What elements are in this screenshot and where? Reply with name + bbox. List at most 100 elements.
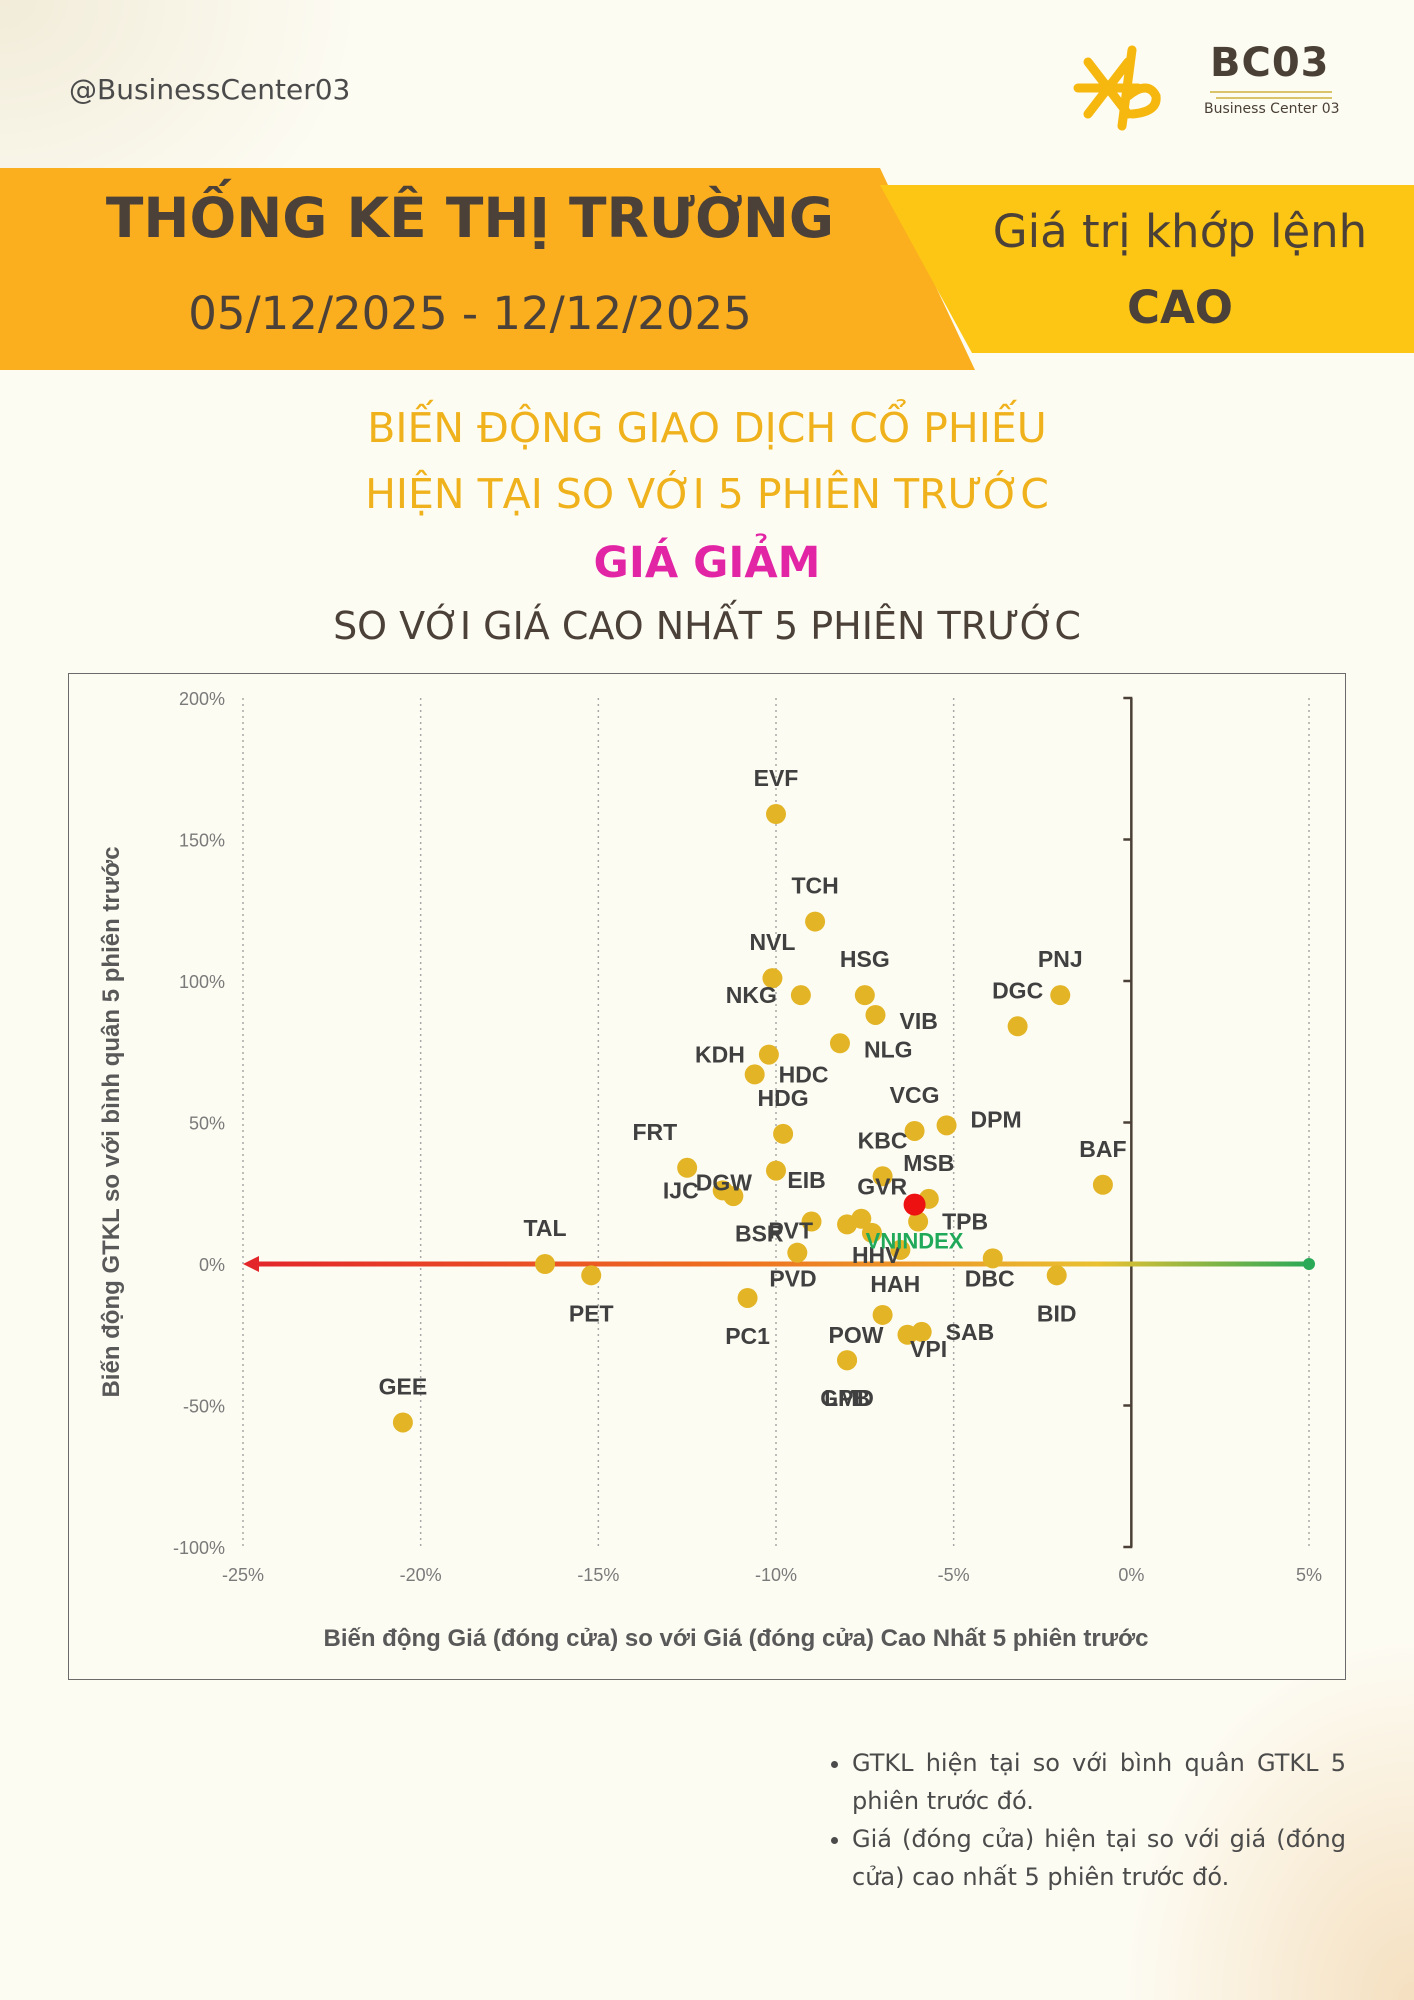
y-tick-label: -50%: [183, 1397, 225, 1417]
point-tch: [805, 911, 826, 932]
point-label-tch: TCH: [791, 873, 838, 899]
point-evf: [766, 804, 786, 825]
zero-arrow-line: [255, 1261, 1309, 1267]
point-label-dgc: DGC: [992, 977, 1043, 1003]
point-label-hah: HAH: [870, 1271, 920, 1297]
kb-star-icon: [1073, 45, 1161, 131]
point-lpb: [837, 1350, 858, 1371]
point-label-ijc: IJC: [663, 1177, 699, 1203]
x-tick-label: -15%: [577, 1565, 619, 1585]
subtitle-line-4: SO VỚI GIÁ CAO NHẤT 5 PHIÊN TRƯỚC: [333, 604, 1081, 648]
point-label-pnj: PNJ: [1038, 946, 1083, 972]
brand-title: BC03: [1210, 40, 1330, 86]
point-label-dbc: DBC: [965, 1265, 1015, 1291]
x-tick-label: 0%: [1118, 1565, 1144, 1585]
point-pnj: [1050, 985, 1071, 1006]
banner-left: [0, 168, 975, 370]
point-vpi: [872, 1304, 893, 1325]
point-vib: [865, 1004, 886, 1025]
y-tick-label: 0%: [199, 1255, 225, 1275]
point-tal: [535, 1254, 556, 1274]
subtitle-line-2: HIỆN TẠI SO VỚI 5 PHIÊN TRƯỚC: [365, 470, 1049, 518]
banner-title: THỐNG KÊ THỊ TRƯỜNG: [105, 186, 835, 250]
point-vcg: [904, 1120, 925, 1141]
point-label-frt: FRT: [632, 1119, 677, 1145]
point-label-sab: SAB: [946, 1319, 995, 1345]
point-nkg: [790, 985, 811, 1006]
note-item: Giá (đóng cửa) hiện tại so với giá (đóng…: [852, 1820, 1346, 1896]
point-label-evf: EVF: [754, 765, 799, 791]
y-tick-label: 100%: [179, 972, 225, 992]
point-label-hhv: HHV: [852, 1242, 901, 1268]
point-pvt: [837, 1214, 858, 1235]
subtitle-line-1: BIẾN ĐỘNG GIAO DỊCH CỔ PHIẾU: [367, 404, 1047, 452]
point-nvl: [762, 968, 783, 989]
point-sab: [911, 1321, 932, 1342]
x-tick-label: -5%: [938, 1565, 970, 1585]
x-tick-label: 5%: [1296, 1565, 1322, 1585]
point-tpb: [908, 1211, 929, 1232]
y-axis-label: Biến động GTKL so với bình quân 5 phiên …: [98, 846, 125, 1397]
point-label-hdc: HDC: [779, 1061, 829, 1087]
zero-arrow: [243, 1256, 1315, 1272]
x-tick-label: -20%: [400, 1565, 442, 1585]
point-nlg: [829, 1033, 850, 1054]
x-tick-label: -10%: [755, 1565, 797, 1585]
y-tick-label: -100%: [173, 1538, 225, 1558]
point-label-hdg: HDG: [758, 1085, 809, 1111]
brand-subtitle: Business Center 03: [1204, 101, 1340, 117]
point-pvd: [787, 1242, 808, 1263]
point-label-msb: MSB: [903, 1150, 954, 1176]
point-label-kbc: KBC: [858, 1127, 908, 1153]
notes-list: GTKL hiện tại so với bình quân GTKL 5 ph…: [822, 1744, 1346, 1896]
point-label-vpi: VPI: [910, 1336, 947, 1362]
banner-right: [880, 185, 1414, 353]
point-hdc: [744, 1064, 765, 1085]
point-hah: [890, 1239, 911, 1260]
y-tick-label: 50%: [189, 1114, 225, 1134]
point-label-bid: BID: [1037, 1300, 1077, 1326]
note-item: GTKL hiện tại so với bình quân GTKL 5 ph…: [852, 1744, 1346, 1820]
point-label-gmd: GMD: [820, 1385, 874, 1411]
point-label-nlg: NLG: [864, 1036, 913, 1062]
banner-dates: 05/12/2025 - 12/12/2025: [188, 287, 752, 340]
y-tick-label: 200%: [179, 689, 225, 709]
point-label-pet: PET: [569, 1300, 614, 1326]
scatter-chart: -25% -20% -15% -10% -5% 0% 5% 200% 150% 100% 50% 0%…: [98, 689, 1322, 1652]
point-pet: [581, 1265, 602, 1286]
point-vnindex: [903, 1193, 926, 1216]
point-label-vib: VIB: [899, 1008, 937, 1034]
y-tick-label: 150%: [179, 831, 225, 851]
point-label-bsr: BSR: [735, 1221, 784, 1247]
point-label-pow: POW: [829, 1322, 884, 1348]
zero-arrow-end: [1303, 1258, 1315, 1270]
point-dgc: [1007, 1016, 1028, 1037]
point-kbc: [872, 1166, 893, 1187]
point-bid: [1046, 1265, 1067, 1286]
point-pc1: [737, 1287, 758, 1308]
brand-logo: [1073, 45, 1332, 131]
point-dgw: [766, 1160, 786, 1181]
point-label-vnindex: VNINDEX: [866, 1229, 964, 1254]
point-bsr: [801, 1211, 822, 1232]
point-label-tal: TAL: [524, 1215, 567, 1241]
point-eib: [723, 1186, 744, 1207]
point-baf: [1092, 1174, 1113, 1195]
banner-right-value: CAO: [1126, 281, 1234, 334]
point-dbc: [982, 1248, 1003, 1269]
chart-frame: -25% -20% -15% -10% -5% 0% 5% 200% 150% 100% 50% 0%…: [68, 673, 1346, 1680]
point-label-kdh: KDH: [695, 1042, 745, 1068]
point-label-pvt: PVT: [768, 1217, 813, 1243]
x-tick-label: -25%: [222, 1565, 264, 1585]
point-label-gee: GEE: [379, 1373, 428, 1399]
point-label-pc1: PC1: [725, 1323, 770, 1349]
point-dpm: [936, 1115, 957, 1136]
axis-layer: -25% -20% -15% -10% -5% 0% 5% 200% 150% 100% 50% 0%…: [173, 689, 1322, 1585]
point-label-nvl: NVL: [749, 929, 795, 955]
point-label-pvd: PVD: [769, 1266, 816, 1292]
point-label-gvr: GVR: [857, 1174, 907, 1200]
point-label-tpb: TPB: [942, 1209, 988, 1235]
point-gee: [392, 1412, 413, 1433]
point-hdg: [773, 1123, 794, 1144]
